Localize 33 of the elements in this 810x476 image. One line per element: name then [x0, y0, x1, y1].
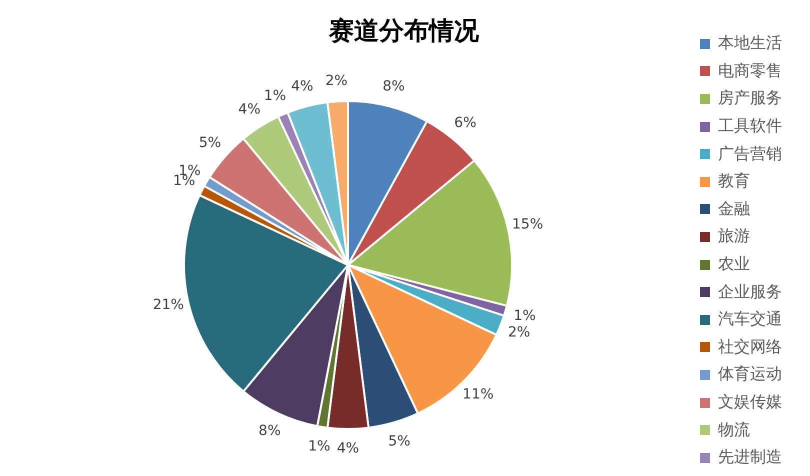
data-label: 21%: [152, 296, 184, 313]
legend-label: 广告营销: [718, 144, 782, 165]
legend-label: 文娱传媒: [718, 392, 782, 414]
data-label: 1%: [514, 308, 536, 324]
data-label: 5%: [388, 433, 410, 450]
data-label: 4%: [238, 101, 261, 118]
legend-label: 本地生活: [718, 33, 782, 54]
data-label: 15%: [512, 216, 544, 232]
legend-label: 金融: [718, 198, 750, 220]
data-label: 4%: [336, 440, 360, 457]
data-label: 1%: [264, 88, 286, 104]
data-label: 1%: [308, 438, 330, 454]
legend-label: 社交网络: [718, 336, 782, 358]
data-label: 11%: [462, 386, 494, 403]
legend-label: 房产服务: [718, 88, 782, 110]
legend-label: 先进制造: [718, 447, 782, 468]
data-label: 8%: [258, 423, 281, 440]
legend-label: 旅游: [718, 226, 750, 248]
chart-title: 赛道分布情况: [328, 15, 480, 47]
data-label: 6%: [454, 114, 476, 131]
legend-label: 物流: [718, 420, 750, 441]
data-label: 8%: [382, 78, 405, 94]
data-label: 4%: [291, 78, 314, 94]
data-label: 2%: [508, 324, 530, 340]
legend-label: 农业: [718, 254, 750, 276]
legend-label: 工具软件: [718, 116, 782, 138]
legend-label: 教育: [718, 171, 750, 192]
legend-label: 汽车交通: [718, 309, 782, 330]
legend-label: 体育运动: [718, 364, 782, 386]
data-label: 2%: [325, 73, 348, 90]
data-label: 5%: [198, 134, 222, 151]
legend-label: 电商零售: [718, 60, 782, 82]
legend-label: 企业服务: [718, 282, 782, 303]
